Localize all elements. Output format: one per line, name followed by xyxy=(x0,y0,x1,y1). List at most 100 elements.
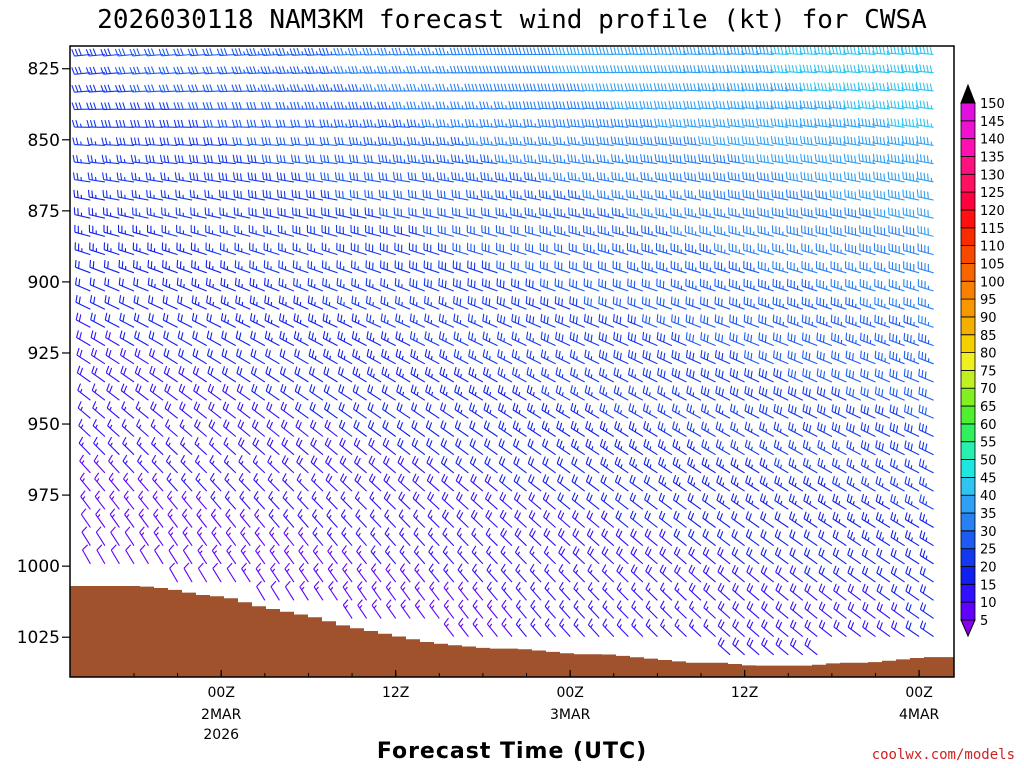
barb-flag xyxy=(231,119,235,127)
wind-barb xyxy=(158,84,178,93)
barb-flag xyxy=(544,119,548,127)
barb-flag xyxy=(115,119,119,128)
barb-flag xyxy=(308,154,312,163)
barb-flag xyxy=(76,330,79,338)
wind-barb xyxy=(453,331,469,347)
barb-flag xyxy=(284,457,289,465)
barb-flag xyxy=(249,101,253,110)
barb-flag xyxy=(72,172,76,180)
barb-flag xyxy=(202,119,206,127)
barb-flag xyxy=(457,155,461,163)
wind-barb xyxy=(472,599,484,619)
wind-barb xyxy=(312,544,324,565)
barb-shaft xyxy=(453,284,469,292)
barb-half-flag xyxy=(388,87,391,92)
barb-half-flag xyxy=(109,141,111,146)
barb-flag xyxy=(337,330,340,339)
barb-flag xyxy=(290,136,294,145)
barb-shaft xyxy=(409,267,425,274)
barb-flag xyxy=(383,65,388,74)
wind-barb xyxy=(525,313,542,328)
barb-half-flag xyxy=(372,373,375,378)
barb-shaft xyxy=(483,391,498,401)
barb-shaft xyxy=(265,337,280,347)
barb-flag xyxy=(123,490,129,498)
barb-half-flag xyxy=(138,176,141,181)
barb-shaft xyxy=(277,90,294,93)
barb-flag xyxy=(543,315,546,323)
barb-flag xyxy=(221,137,224,145)
barb-flag xyxy=(351,101,355,110)
wind-barb xyxy=(498,456,513,474)
wind-barb xyxy=(280,401,295,419)
barb-shaft xyxy=(306,72,324,74)
barb-shaft xyxy=(192,355,207,365)
barb-flag xyxy=(268,119,271,128)
barb-shaft xyxy=(527,409,542,419)
barb-half-flag xyxy=(358,355,361,360)
barb-flag xyxy=(424,331,427,339)
wind-barb xyxy=(392,136,411,147)
barb-shaft xyxy=(525,160,542,165)
barb-half-flag xyxy=(125,496,129,500)
barb-shaft xyxy=(412,497,426,510)
barb-flag xyxy=(487,191,490,199)
barb-shaft xyxy=(308,355,324,365)
barb-flag xyxy=(366,348,370,357)
barb-flag xyxy=(253,101,257,110)
barb-flag xyxy=(529,404,533,412)
barb-flag xyxy=(78,314,82,322)
barb-shaft xyxy=(526,391,542,401)
barb-shaft xyxy=(365,249,382,256)
barb-flag xyxy=(177,330,181,338)
barb-flag xyxy=(129,48,134,57)
barb-flag xyxy=(527,190,530,198)
barb-flag xyxy=(131,189,134,198)
barb-flag xyxy=(234,66,239,74)
barb-flag xyxy=(413,350,416,359)
barb-flag xyxy=(443,599,449,607)
barb-flag xyxy=(384,404,389,412)
barb-flag xyxy=(138,508,144,515)
barb-half-flag xyxy=(474,355,477,360)
barb-flag xyxy=(165,261,167,269)
barb-half-flag xyxy=(416,605,421,609)
barb-shaft xyxy=(107,425,120,437)
barb-flag xyxy=(196,173,199,181)
barb-flag xyxy=(471,563,477,571)
barb-half-flag xyxy=(96,496,100,500)
barb-flag xyxy=(253,314,256,322)
barb-shaft xyxy=(369,479,382,492)
wind-barb xyxy=(364,189,382,201)
barb-shaft xyxy=(122,443,135,456)
wind-barb xyxy=(509,207,527,219)
barb-shaft xyxy=(423,161,440,165)
barb-shaft xyxy=(221,355,237,365)
barb-flag xyxy=(211,544,218,551)
barb-flag xyxy=(409,83,413,92)
barb-shaft xyxy=(540,285,556,292)
barb-flag xyxy=(411,437,416,446)
barb-flag xyxy=(262,172,265,180)
wind-barb xyxy=(337,366,353,383)
barb-flag xyxy=(514,297,517,305)
barb-flag xyxy=(296,279,299,287)
barb-flag xyxy=(514,350,518,359)
barb-shaft xyxy=(323,355,338,365)
barb-flag xyxy=(511,331,514,339)
barb-flag xyxy=(529,527,534,535)
barb-shaft xyxy=(443,605,455,619)
barb-half-flag xyxy=(80,176,82,181)
barb-flag xyxy=(381,137,384,145)
barb-half-flag xyxy=(401,373,404,378)
barb-flag xyxy=(385,457,390,466)
barb-flag xyxy=(166,155,170,163)
wind-barb xyxy=(71,48,91,57)
barb-flag xyxy=(559,458,564,466)
barb-flag xyxy=(334,154,337,162)
barb-flag xyxy=(427,279,429,287)
wind-barb xyxy=(453,366,469,383)
barb-shaft xyxy=(148,302,164,310)
wind-barb xyxy=(95,508,106,528)
wind-barb xyxy=(452,260,469,274)
